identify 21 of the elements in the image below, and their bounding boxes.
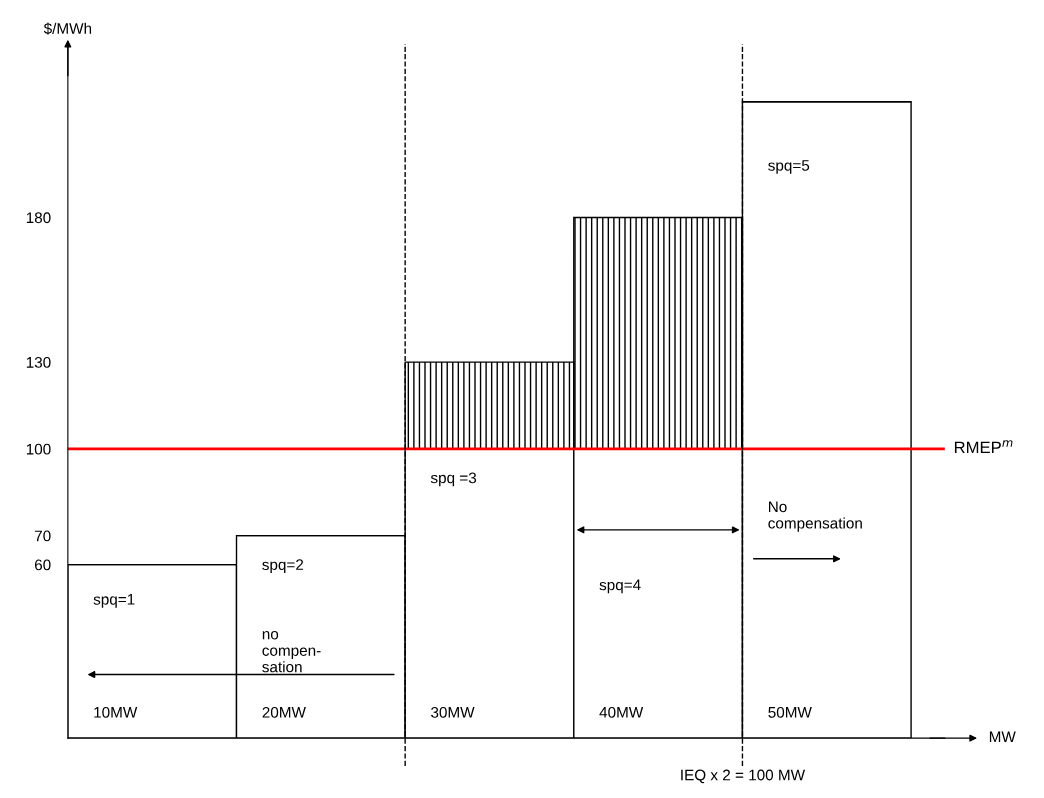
y-tick-label: 60 — [34, 559, 51, 571]
annotation: spq =3 — [430, 472, 477, 487]
ref-line-label: IEQ x 2 = 100 MW — [681, 769, 806, 784]
annotation: spq=5 — [768, 160, 810, 174]
x-tick-label: 20MW — [262, 706, 306, 718]
annotation: spq=1 — [93, 594, 135, 608]
y-tick-label: 100 — [26, 443, 51, 455]
y-tick-label: 180 — [26, 212, 51, 224]
y-axis-title: $/MWh — [43, 22, 92, 35]
x-tick-label: 50MW — [768, 706, 812, 718]
annotation: spq=4 — [599, 579, 641, 594]
annotation: no compen- sation — [262, 631, 321, 673]
y-tick-label: 70 — [34, 530, 51, 542]
x-tick-label: 40MW — [599, 706, 644, 718]
ref-line-label: RMEP$^{m}$ — [954, 440, 1013, 454]
x-tick-label: 10MW — [94, 706, 138, 718]
x-axis-title: MW — [989, 731, 1016, 743]
x-tick-label: 30MW — [431, 706, 475, 718]
annotation: No compensation — [768, 501, 862, 532]
annotation: spq=2 — [262, 559, 304, 574]
y-tick-label: 130 — [26, 356, 51, 368]
